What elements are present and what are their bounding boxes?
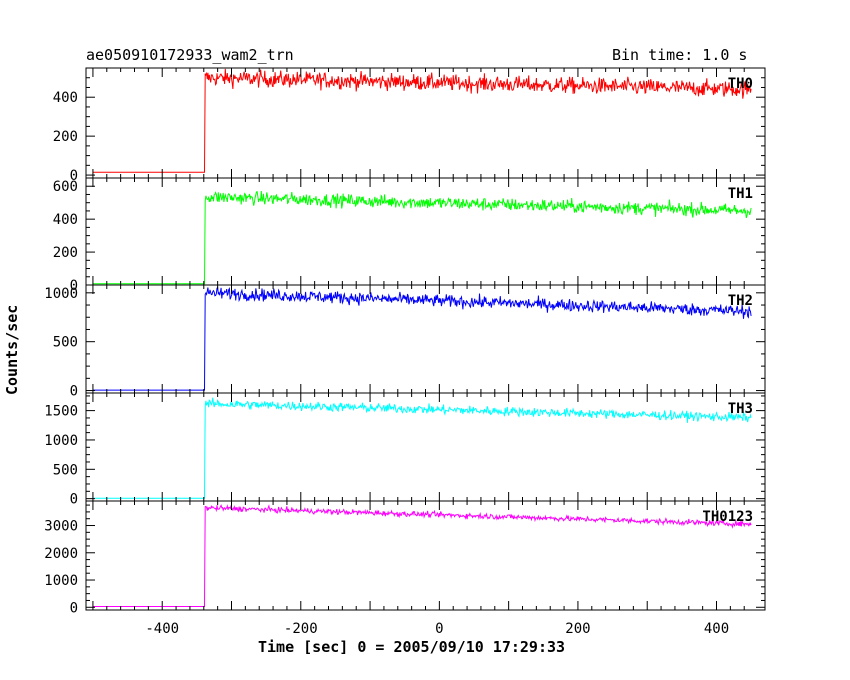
panel-label-th2: TH2 [728,293,753,309]
x-tick-label: 0 [435,621,443,637]
y-tick-label: 1500 [44,404,78,420]
panel-frame-th2 [85,284,766,394]
series-line-th0123 [92,504,752,607]
x-tick-label: 200 [565,621,590,637]
y-tick-label: 0 [70,278,78,294]
y-tick-label: 500 [53,462,78,478]
y-tick-label: 200 [53,245,78,261]
y-tick-label: 0 [70,384,78,400]
series-line-th2 [92,285,752,391]
y-tick-label: 400 [53,90,78,106]
y-tick-label: 1000 [44,433,78,449]
panel-frame-th0123 [85,500,766,611]
x-tick-label: -200 [284,621,318,637]
panel-label-th0123: TH0123 [702,509,753,525]
y-tick-label: 0 [70,600,78,616]
bin-time-label: Bin time: 1.0 s [612,46,748,64]
x-tick-label: 400 [704,621,729,637]
panel-label-th0: TH0 [728,76,753,92]
panel-label-th1: TH1 [728,186,753,202]
x-tick-label: -400 [145,621,179,637]
chart-title: ae050910172933_wam2_trn [86,46,294,64]
series-line-th1 [92,190,752,285]
panel-frame-th1 [85,177,766,286]
y-tick-label: 200 [53,129,78,145]
x-axis-label: Time [sec] 0 = 2005/09/10 17:29:33 [258,638,566,656]
y-tick-label: 0 [70,168,78,184]
y-tick-label: 1000 [44,286,78,302]
panel-label-th3: TH3 [728,401,753,417]
y-tick-label: 3000 [44,519,78,535]
y-tick-label: 2000 [44,546,78,562]
series-line-th0 [92,68,752,173]
y-tick-label: 600 [53,179,78,195]
y-tick-label: 500 [53,335,78,351]
y-tick-label: 400 [53,212,78,228]
y-tick-label: 0 [70,492,78,508]
y-axis-label: Counts/sec [3,304,21,395]
y-tick-label: 1000 [44,573,78,589]
series-line-th3 [92,397,752,499]
